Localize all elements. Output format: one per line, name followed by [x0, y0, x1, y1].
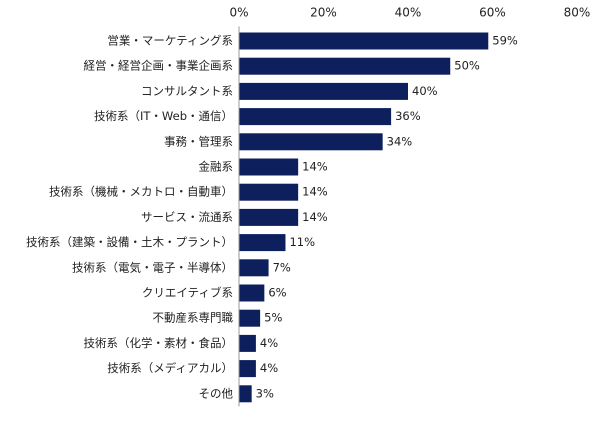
x-tick-label: 80%: [564, 6, 591, 20]
category-label: クリエイティブ系: [142, 286, 233, 300]
x-tick-label: 60%: [479, 6, 506, 20]
category-label: その他: [199, 386, 234, 400]
x-tick-label: 20%: [310, 6, 337, 20]
bars: 営業・マーケティング系 59% 経営・経営企画・事業企画系 50% コンサルタント系 40…: [26, 32, 518, 403]
data-label: 36%: [395, 109, 421, 123]
bar: [239, 183, 299, 201]
data-label: 3%: [256, 386, 274, 400]
bar: [239, 309, 261, 327]
data-label: 7%: [273, 260, 291, 274]
bar: [239, 82, 408, 100]
bar: [239, 360, 256, 378]
category-label: 技術系（化学・素材・食品）: [84, 336, 234, 350]
data-label: 50%: [454, 59, 480, 73]
data-label: 4%: [260, 336, 278, 350]
category-label: 不動産系専門職: [153, 311, 234, 325]
category-label: 技術系（建築・設備・土木・プラント）: [26, 235, 233, 249]
data-label: 6%: [268, 286, 286, 300]
data-label: 40%: [412, 84, 438, 98]
bar: [239, 259, 269, 277]
data-label: 34%: [387, 134, 413, 148]
bar: [239, 284, 265, 302]
bar: [239, 385, 252, 403]
category-label: 経営・経営企画・事業企画系: [84, 59, 234, 73]
bar: [239, 32, 489, 50]
category-label: 事務・管理系: [164, 134, 233, 148]
x-tick-label: 40%: [395, 6, 422, 20]
data-label: 11%: [289, 235, 315, 249]
bar: [239, 334, 256, 352]
data-label: 5%: [264, 311, 282, 325]
bar: [239, 133, 383, 151]
data-label: 4%: [260, 361, 278, 375]
category-label: 営業・マーケティング系: [107, 34, 233, 48]
category-label: 技術系（メディアカル）: [107, 361, 233, 375]
category-label: 金融系: [199, 160, 234, 174]
data-label: 59%: [492, 34, 518, 48]
category-label: 技術系（機械・メカトロ・自動車）: [49, 185, 233, 199]
x-tick-label: 0%: [229, 6, 248, 20]
data-label: 14%: [302, 210, 328, 224]
category-label: 技術系（IT・Web・通信）: [94, 109, 233, 123]
bar: [239, 108, 392, 126]
bar: [239, 234, 286, 252]
bar: [239, 208, 299, 226]
bar: [239, 57, 451, 75]
category-label: コンサルタント系: [141, 84, 233, 98]
x-axis-ticks: 0% 20% 40% 60% 80%: [229, 6, 590, 20]
data-label: 14%: [302, 160, 328, 174]
bar: [239, 158, 299, 176]
category-label: サービス・流通系: [141, 210, 233, 224]
category-label: 技術系（電気・電子・半導体）: [72, 260, 233, 274]
data-label: 14%: [302, 185, 328, 199]
